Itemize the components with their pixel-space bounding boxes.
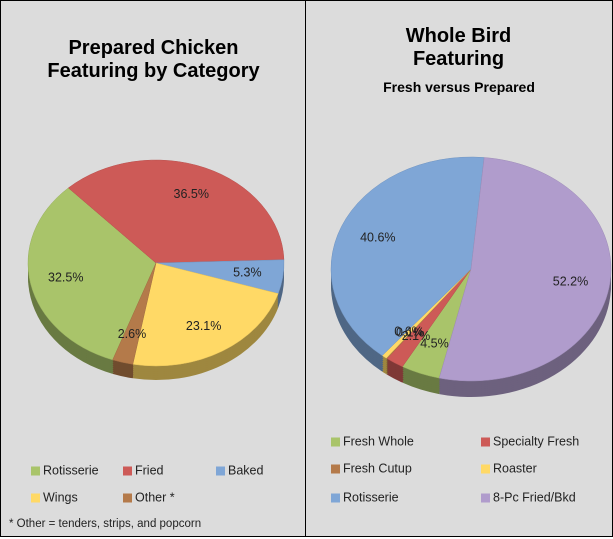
- legend-label: Baked: [228, 463, 263, 477]
- panel-left: Prepared Chicken Featuring by Category 3…: [0, 0, 306, 537]
- legend-swatch: [331, 493, 340, 503]
- data-label: 5.3%: [233, 265, 262, 279]
- data-label: 32.5%: [48, 270, 83, 284]
- legend-swatch: [481, 464, 490, 474]
- slice: [330, 156, 485, 356]
- legend-swatch: [481, 437, 490, 447]
- legend-swatch: [123, 466, 132, 476]
- data-label: 23.1%: [186, 319, 221, 333]
- chart-subtitle: Fresh versus Prepared: [383, 79, 535, 95]
- data-label: 40.6%: [360, 231, 395, 245]
- legend-label: Fresh Whole: [343, 434, 414, 448]
- legend-label: Wings: [43, 490, 78, 504]
- legend-label: Fresh Cutup: [343, 461, 412, 475]
- legend-label: 8-Pc Fried/Bkd: [493, 490, 576, 504]
- chart: 4.5%2.1%0.1%0.6% 40.6% 52.2% Fresh Whole Spe…: [330, 156, 612, 504]
- legend-swatch: [31, 466, 40, 476]
- legend-label: Specialty Fresh: [493, 434, 579, 448]
- legend-swatch: [481, 493, 490, 503]
- legend-label: Fried: [135, 463, 164, 477]
- chart: 32.5% 36.5% 5.3% 23.1% 2.6% Rotisserie Fried Ba…: [9, 159, 285, 530]
- data-label: 2.1%: [402, 329, 431, 343]
- data-label: 0.6%: [394, 325, 423, 339]
- slice: [438, 157, 612, 382]
- data-label: 2.6%: [118, 327, 147, 341]
- legend-label: Rotisserie: [343, 490, 399, 504]
- slice: [112, 262, 157, 365]
- legend-swatch: [123, 493, 132, 503]
- legend-swatch: [31, 493, 40, 503]
- footnote: * Other = tenders, strips, and popcorn: [9, 518, 201, 530]
- chart-title: Whole Bird Featuring: [405, 25, 512, 70]
- data-label: 0.1%: [396, 326, 425, 340]
- chart-title: Prepared Chicken Featuring by Category: [47, 37, 260, 82]
- legend-swatch: [331, 464, 340, 474]
- panel-right: Whole Bird Featuring Fresh versus Prepar…: [305, 0, 613, 537]
- data-label: 4.5%: [420, 336, 449, 350]
- legend-swatch: [331, 437, 340, 447]
- data-label: 36.5%: [174, 187, 209, 201]
- legend-label: Other *: [135, 490, 175, 504]
- slice: [27, 187, 157, 361]
- legend-label: Roaster: [493, 461, 537, 475]
- legend-swatch: [216, 466, 225, 476]
- data-label: 52.2%: [553, 274, 588, 288]
- slice: [67, 159, 285, 264]
- legend-label: Rotisserie: [43, 463, 99, 477]
- slice: [132, 262, 279, 367]
